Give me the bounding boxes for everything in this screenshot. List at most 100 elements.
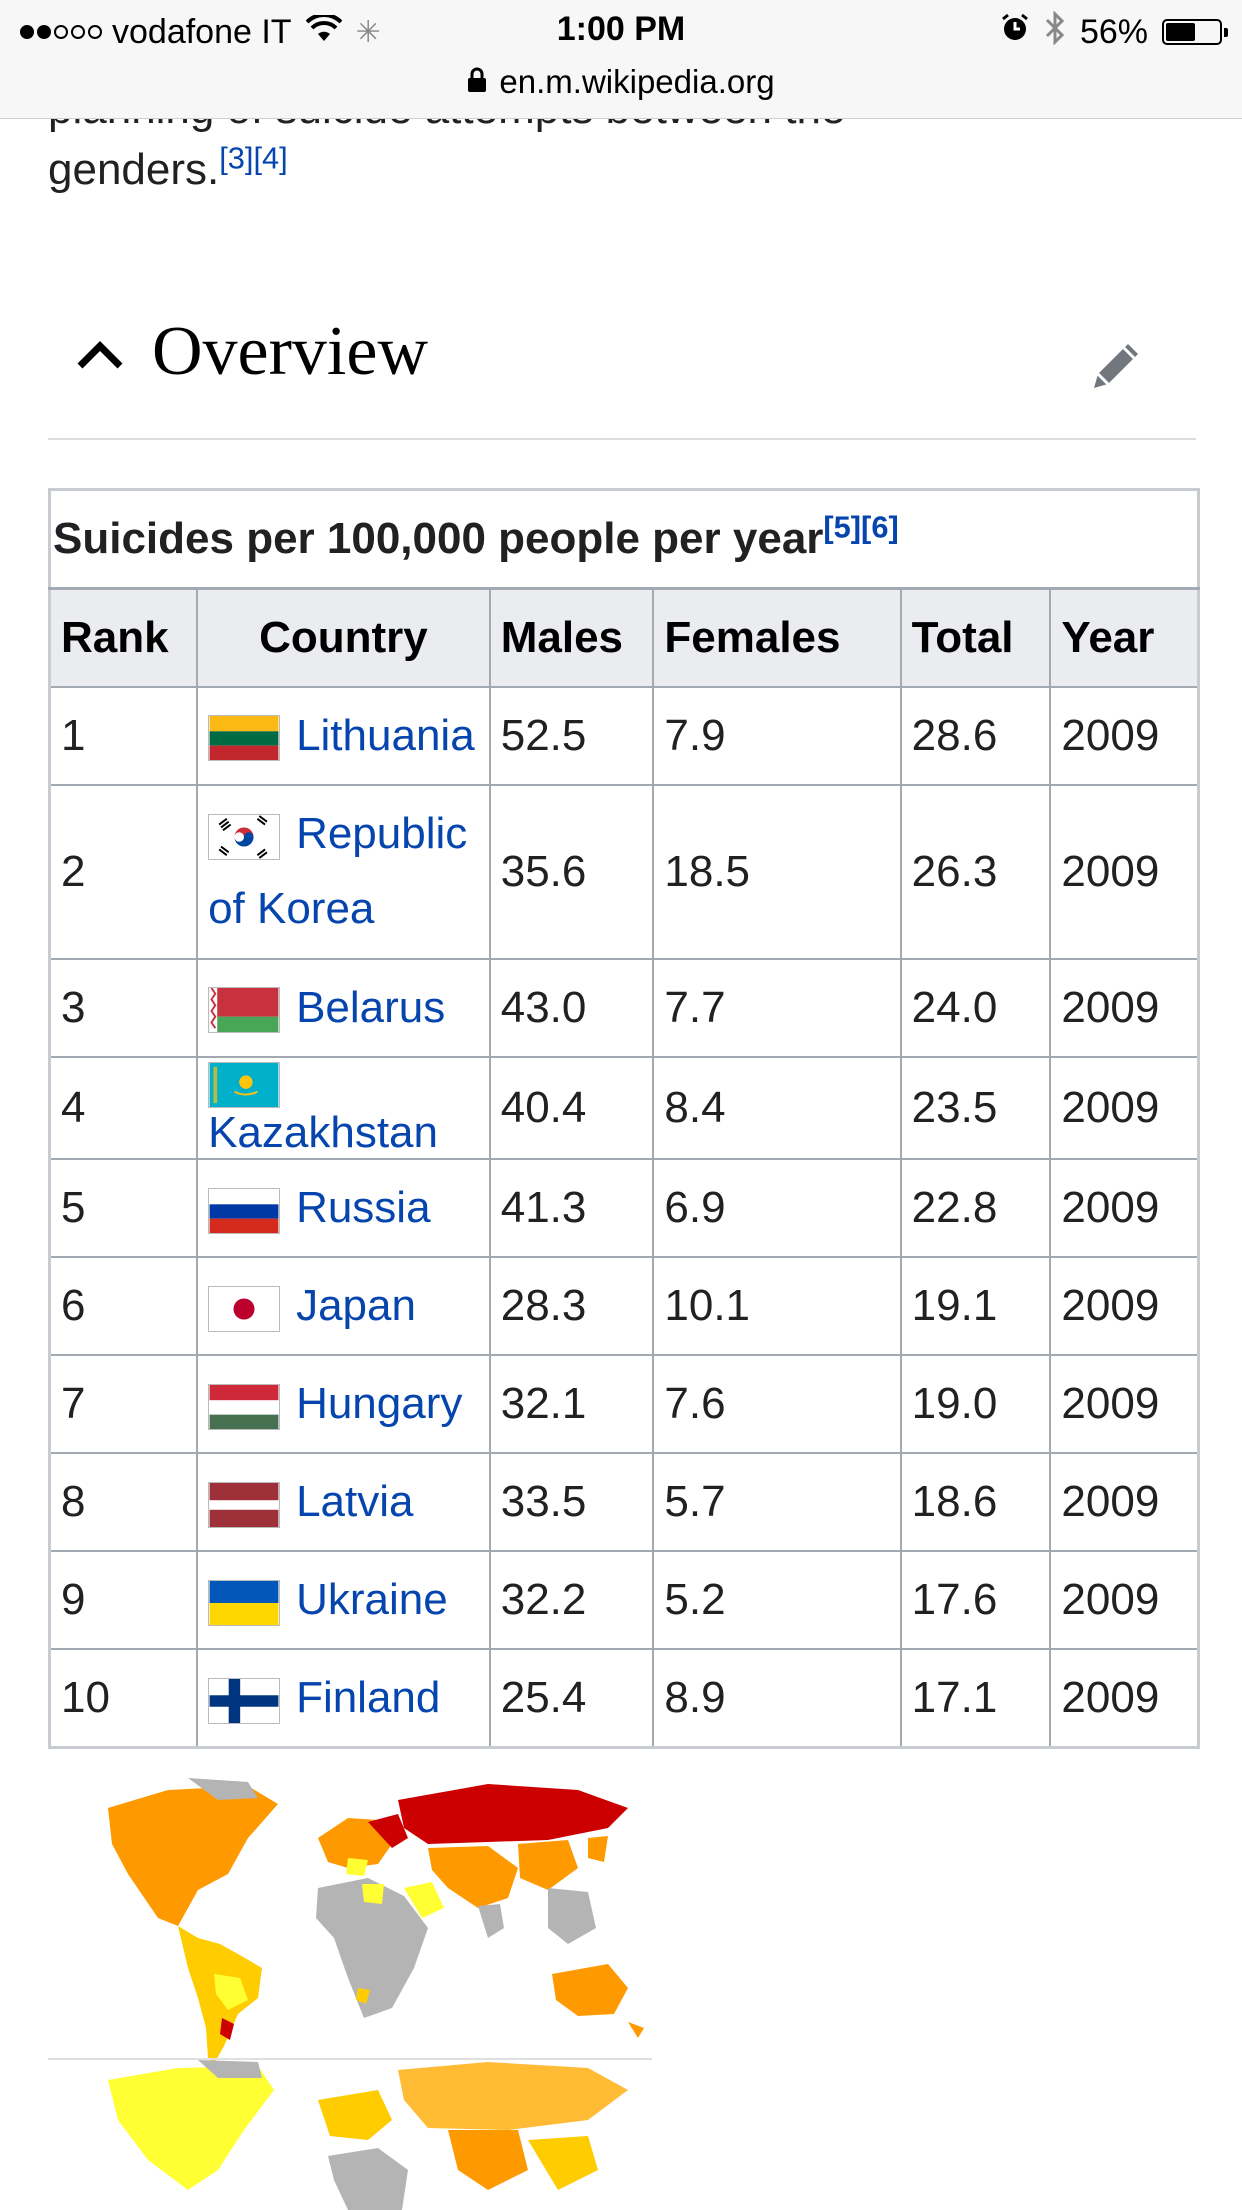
year-cell: 2009 [1049, 1055, 1200, 1161]
country-link[interactable]: Republic of Korea [208, 809, 468, 933]
total-cell: 24.0 [899, 958, 1052, 1058]
world-map-secondary[interactable] [48, 2058, 652, 2210]
rank-cell: 8 [48, 1452, 199, 1553]
males-cell: 32.2 [488, 1550, 655, 1651]
year-cell: 2009 [1049, 1158, 1200, 1259]
country-link[interactable]: Lithuania [296, 710, 475, 760]
total-cell: 17.6 [899, 1550, 1052, 1651]
country-cell: Ukraine [196, 1550, 491, 1651]
south-korea-flag-icon[interactable] [208, 813, 281, 860]
caption-label: Suicides per 100,000 people per year [53, 514, 824, 563]
pencil-icon[interactable] [1084, 334, 1148, 398]
url-text: en.m.wikipedia.org [499, 63, 775, 100]
country-link[interactable]: Russia [296, 1183, 431, 1233]
total-cell: 19.0 [899, 1354, 1052, 1455]
carrier-name: vodafone IT [112, 12, 292, 51]
reference-link[interactable]: [3][4] [219, 140, 288, 176]
rank-cell: 4 [48, 1055, 199, 1161]
country-link[interactable]: Hungary [296, 1379, 463, 1429]
females-cell: 7.6 [652, 1354, 902, 1455]
status-bar: vodafone IT ✳ 1:00 PM 56% en.m.wikipedia… [0, 0, 1242, 119]
hungary-flag-icon[interactable] [208, 1383, 281, 1430]
table-header-row: Rank Country Males Females Total Year [48, 587, 1200, 688]
table-row: 1 Lithuania 52.5 7.9 28.6 2009 [48, 686, 1200, 786]
females-cell: 10.1 [652, 1256, 902, 1357]
lithuania-flag-icon[interactable] [208, 715, 281, 762]
table-row: 4 Kazakhstan 40.4 8.4 23.5 2009 [48, 1055, 1200, 1161]
section-heading[interactable]: Overview [48, 300, 1196, 440]
japan-flag-icon[interactable] [208, 1285, 281, 1332]
males-cell: 40.4 [488, 1055, 655, 1161]
year-cell: 2009 [1049, 1648, 1200, 1749]
world-map-suicide-rates[interactable] [48, 1778, 652, 2066]
country-link[interactable]: Finland [296, 1673, 441, 1723]
females-cell: 18.5 [652, 784, 902, 960]
year-cell: 2009 [1049, 1354, 1200, 1455]
country-cell: Lithuania [196, 686, 491, 786]
ukraine-flag-icon[interactable] [208, 1579, 281, 1626]
country-link[interactable]: Belarus [296, 982, 446, 1032]
latvia-flag-icon[interactable] [208, 1481, 281, 1528]
year-cell: 2009 [1049, 1452, 1200, 1553]
battery-icon [1162, 19, 1228, 45]
status-time: 1:00 PM [556, 10, 686, 48]
battery-percent: 56% [1079, 12, 1148, 51]
belarus-flag-icon[interactable] [208, 987, 281, 1034]
header-rank[interactable]: Rank [48, 587, 199, 688]
activity-spinner-icon: ✳ [355, 15, 381, 49]
bluetooth-icon [1044, 9, 1066, 54]
country-link[interactable]: Ukraine [296, 1575, 448, 1625]
table-row: 8 Latvia 33.5 5.7 18.6 2009 [48, 1452, 1200, 1553]
total-cell: 23.5 [899, 1055, 1052, 1161]
males-cell: 35.6 [488, 784, 655, 960]
rank-cell: 10 [48, 1648, 199, 1749]
males-cell: 28.3 [488, 1256, 655, 1357]
females-cell: 7.7 [652, 958, 902, 1058]
chevron-up-icon[interactable] [74, 330, 126, 382]
females-cell: 6.9 [652, 1158, 902, 1259]
total-cell: 18.6 [899, 1452, 1052, 1553]
caption-reference-link[interactable]: [5][6] [823, 509, 899, 545]
total-cell: 19.1 [899, 1256, 1052, 1357]
russia-flag-icon[interactable] [208, 1187, 281, 1234]
alarm-icon [1000, 13, 1030, 52]
lock-icon [467, 63, 487, 101]
females-cell: 5.2 [652, 1550, 902, 1651]
wifi-icon [305, 12, 342, 52]
table-row: 5 Russia 41.3 6.9 22.8 2009 [48, 1158, 1200, 1259]
signal-strength-icon [20, 25, 102, 39]
kazakhstan-flag-icon[interactable] [208, 1062, 281, 1109]
country-link[interactable]: Japan [296, 1281, 416, 1331]
females-cell: 8.4 [652, 1055, 902, 1161]
rank-cell: 5 [48, 1158, 199, 1259]
country-link[interactable]: Kazakhstan [208, 1108, 438, 1158]
header-males[interactable]: Males [488, 587, 655, 688]
year-cell: 2009 [1049, 1550, 1200, 1651]
header-country[interactable]: Country [196, 587, 491, 688]
males-cell: 52.5 [488, 686, 655, 786]
country-cell: Republic of Korea [196, 784, 491, 960]
finland-flag-icon[interactable] [208, 1677, 281, 1724]
table-caption: Suicides per 100,000 people per year[5][… [48, 488, 1200, 590]
country-link[interactable]: Latvia [296, 1477, 414, 1527]
country-cell: Belarus [196, 958, 491, 1058]
year-cell: 2009 [1049, 784, 1200, 960]
status-right: 56% [1000, 9, 1228, 54]
rank-cell: 2 [48, 784, 199, 960]
section-title: Overview [152, 313, 429, 390]
females-cell: 7.9 [652, 686, 902, 786]
suicide-rate-table: Suicides per 100,000 people per year[5][… [48, 488, 1200, 1750]
males-cell: 33.5 [488, 1452, 655, 1553]
males-cell: 25.4 [488, 1648, 655, 1749]
total-cell: 22.8 [899, 1158, 1052, 1259]
header-total[interactable]: Total [899, 587, 1052, 688]
males-cell: 32.1 [488, 1354, 655, 1455]
country-cell: Finland [196, 1648, 491, 1749]
females-cell: 5.7 [652, 1452, 902, 1553]
total-cell: 17.1 [899, 1648, 1052, 1749]
header-year[interactable]: Year [1049, 587, 1200, 688]
country-cell: Japan [196, 1256, 491, 1357]
header-females[interactable]: Females [652, 587, 902, 688]
url-bar[interactable]: en.m.wikipedia.org [0, 60, 1242, 104]
rank-cell: 7 [48, 1354, 199, 1455]
